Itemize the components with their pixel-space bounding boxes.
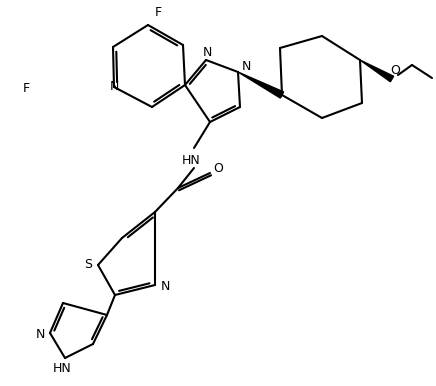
Text: N: N xyxy=(202,46,212,59)
Text: F: F xyxy=(154,7,162,20)
Text: HN: HN xyxy=(53,362,72,374)
Text: HN: HN xyxy=(182,154,201,166)
Text: O: O xyxy=(213,163,223,176)
Text: N: N xyxy=(241,61,251,73)
Text: F: F xyxy=(22,81,30,95)
Text: N: N xyxy=(109,81,119,93)
Text: N: N xyxy=(160,281,170,293)
Text: O: O xyxy=(390,64,400,78)
Text: S: S xyxy=(84,259,92,271)
Text: N: N xyxy=(35,328,44,342)
Polygon shape xyxy=(238,72,284,98)
Polygon shape xyxy=(360,60,394,82)
